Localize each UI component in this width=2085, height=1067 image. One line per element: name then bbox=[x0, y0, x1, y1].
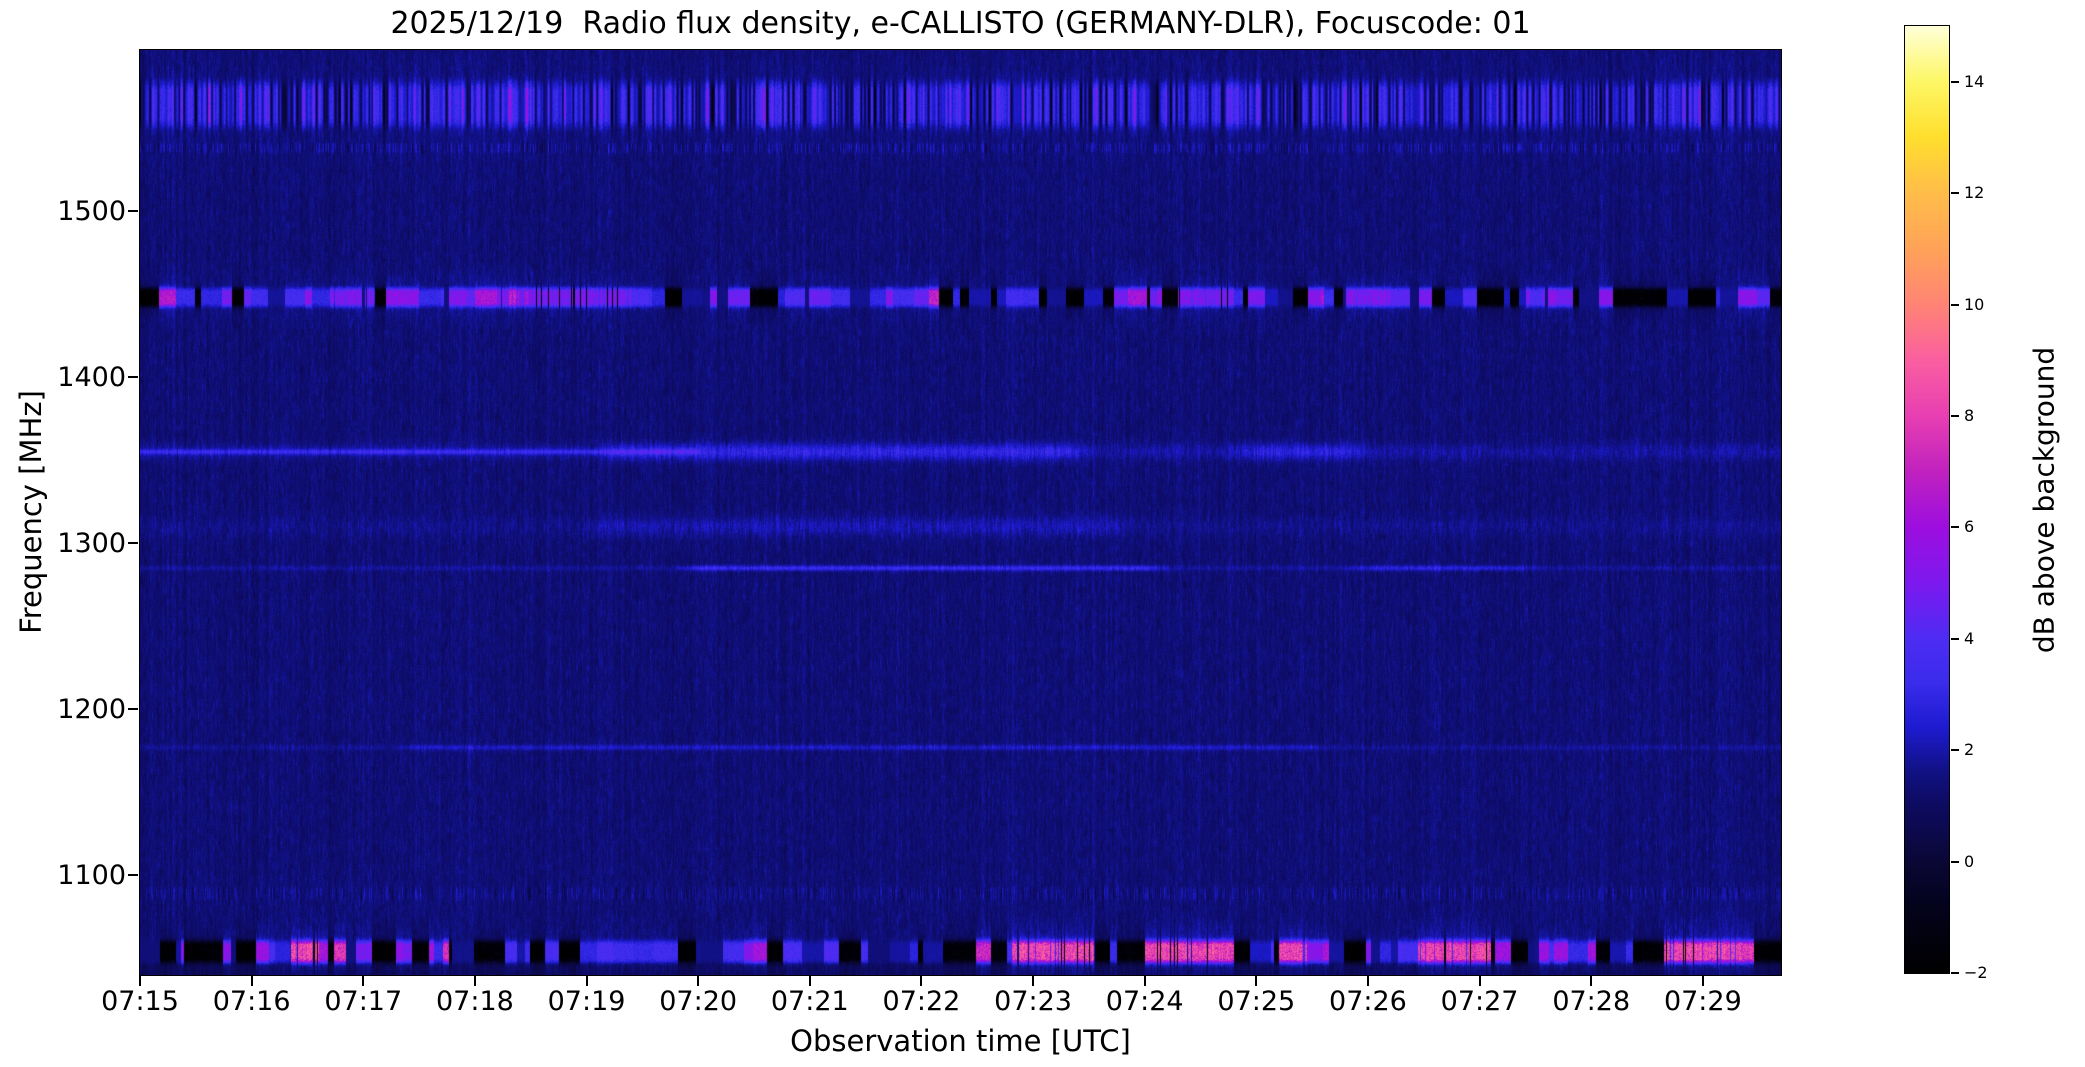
chart-title: 2025/12/19 Radio flux density, e-CALLIST… bbox=[390, 6, 1531, 41]
x-tick bbox=[1255, 976, 1258, 986]
x-tick-label: 07:23 bbox=[994, 986, 1072, 1017]
colorbar-tick bbox=[1951, 303, 1959, 306]
y-tick-label: 1100 bbox=[57, 859, 126, 891]
colorbar-label: dB above background bbox=[2027, 346, 2061, 654]
x-tick-label: 07:25 bbox=[1217, 986, 1296, 1017]
x-tick bbox=[920, 976, 923, 986]
colorbar-tick bbox=[1951, 637, 1959, 640]
x-tick-label: 07:27 bbox=[1440, 986, 1519, 1017]
x-tick-label: 07:20 bbox=[659, 986, 738, 1017]
colorbar-tick-label: −2 bbox=[1964, 963, 1988, 982]
x-tick-label: 07:17 bbox=[324, 986, 403, 1017]
colorbar-tick-label: 2 bbox=[1964, 740, 1975, 760]
y-tick-label: 1500 bbox=[57, 195, 126, 227]
y-tick bbox=[128, 542, 138, 545]
x-tick bbox=[139, 976, 141, 986]
x-tick-label: 07:18 bbox=[435, 986, 514, 1017]
x-tick bbox=[1366, 976, 1369, 986]
colorbar-tick-label: 0 bbox=[1964, 851, 1975, 871]
colorbar-tick bbox=[1951, 860, 1959, 863]
colorbar-tick bbox=[1951, 192, 1959, 195]
colorbar-tick bbox=[1951, 526, 1959, 529]
colorbar-tick-label: 14 bbox=[1964, 71, 1985, 91]
y-tick bbox=[128, 874, 138, 877]
x-tick-label: 07:26 bbox=[1329, 986, 1407, 1017]
x-tick bbox=[362, 976, 365, 986]
colorbar-tick-label: 10 bbox=[1964, 294, 1985, 314]
y-tick bbox=[128, 708, 138, 711]
x-tick-label: 07:19 bbox=[547, 986, 626, 1017]
colorbar-tick-label: 12 bbox=[1964, 183, 1985, 203]
x-axis-label: Observation time [UTC] bbox=[790, 1024, 1131, 1058]
x-tick bbox=[1701, 976, 1704, 986]
y-tick-label: 1300 bbox=[57, 527, 126, 559]
x-tick bbox=[1032, 976, 1035, 986]
colorbar-tick bbox=[1951, 749, 1959, 752]
x-tick bbox=[1590, 976, 1593, 986]
y-tick-label: 1200 bbox=[57, 693, 126, 725]
colorbar-tick bbox=[1951, 80, 1959, 83]
spectrogram-heatmap bbox=[138, 48, 1782, 976]
x-tick bbox=[473, 976, 476, 986]
x-tick bbox=[1478, 976, 1481, 986]
x-tick bbox=[808, 976, 811, 986]
x-tick-label: 07:21 bbox=[770, 986, 849, 1017]
y-tick bbox=[128, 210, 138, 213]
x-tick-label: 07:15 bbox=[101, 986, 179, 1017]
colorbar-tick bbox=[1951, 972, 1959, 974]
x-tick-label: 07:22 bbox=[882, 986, 961, 1017]
colorbar-gradient bbox=[1903, 24, 1950, 974]
colorbar-tick-label: 4 bbox=[1964, 628, 1975, 648]
x-tick-label: 07:16 bbox=[212, 986, 291, 1017]
x-tick-label: 07:28 bbox=[1552, 986, 1631, 1017]
y-tick-label: 1400 bbox=[57, 361, 126, 393]
x-tick bbox=[585, 976, 588, 986]
x-tick-label: 07:29 bbox=[1663, 986, 1742, 1017]
y-axis-label: Frequency [MHz] bbox=[14, 390, 48, 634]
colorbar-tick-label: 8 bbox=[1964, 405, 1975, 425]
y-tick bbox=[128, 376, 138, 379]
x-tick bbox=[250, 976, 253, 986]
x-tick bbox=[697, 976, 700, 986]
colorbar-tick bbox=[1951, 414, 1959, 417]
x-tick bbox=[1143, 976, 1146, 986]
x-tick-label: 07:24 bbox=[1105, 986, 1184, 1017]
colorbar-tick-label: 6 bbox=[1964, 517, 1975, 537]
